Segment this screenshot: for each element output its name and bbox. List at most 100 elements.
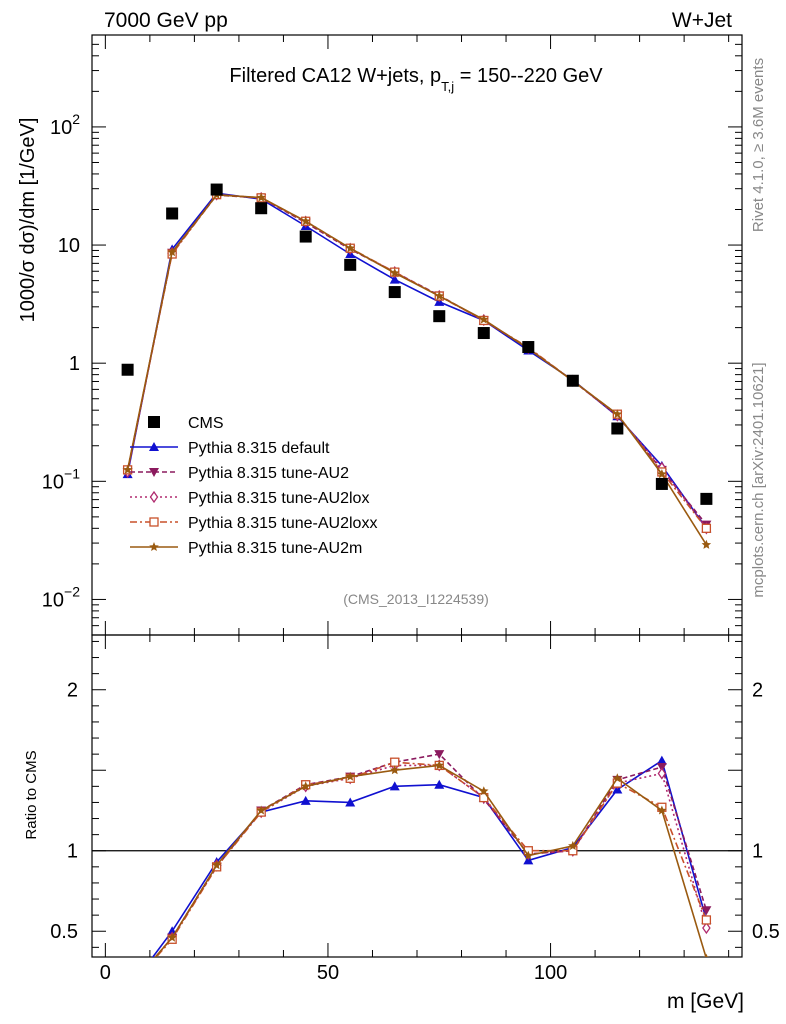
- y-tick-label: 10−2: [42, 583, 80, 611]
- ratio-line-3: [155, 761, 708, 957]
- data-point: [700, 492, 713, 505]
- series-4-point: [256, 192, 266, 202]
- header-right: W+Jet: [672, 9, 732, 32]
- data-point: [566, 374, 579, 387]
- main-series-group: [121, 183, 713, 549]
- ratio-tick-label-right: 1: [752, 841, 763, 863]
- legend-label-3: Pythia 8.315 tune-AU2loxx: [188, 515, 377, 532]
- series-line-2: [126, 193, 708, 529]
- y-tick-base: 10: [42, 589, 64, 611]
- y-tick-exp: −1: [64, 465, 80, 481]
- rivet-label: Rivet 4.1.0, ≥ 3.6M events: [750, 58, 767, 232]
- ratio-4-point: [568, 840, 578, 850]
- ratio-plot: 0 50 100 0.5 0.5 1 1 2 2: [50, 634, 780, 995]
- series-4-point: [167, 247, 177, 257]
- ratio-2-point: [702, 921, 711, 935]
- ratio-4-point: [123, 984, 132, 993]
- series-4-point: [345, 243, 355, 253]
- y-tick-exp: 2: [72, 111, 80, 127]
- analysis-id: (CMS_2013_I1224539): [343, 591, 489, 607]
- ratio-0-point: [300, 795, 311, 805]
- ratio-line-0: [151, 759, 708, 957]
- data-point: [255, 202, 268, 215]
- series-4-point: [701, 539, 712, 549]
- data-point: [433, 310, 446, 323]
- ratio-4-point: [434, 760, 444, 770]
- y-tick-exp: −2: [64, 583, 80, 599]
- ratio-4-point: [345, 771, 355, 781]
- mcplots-label: mcplots.cern.ch [arXiv:2401.10621]: [750, 362, 767, 597]
- ratio-tick-label-right: 2: [752, 680, 763, 702]
- ratio-3-point: [124, 985, 132, 993]
- data-point: [210, 183, 223, 196]
- ratio-0-point: [434, 779, 445, 789]
- x-tick-label: 0: [100, 962, 111, 984]
- plot-title-main: Filtered CA12 W+jets, p: [229, 65, 441, 87]
- ratio-2-point: [657, 767, 667, 780]
- ratio-4-point: [657, 805, 667, 815]
- legend-label-4: Pythia 8.315 tune-AU2m: [188, 540, 362, 557]
- ratio-4-point: [390, 765, 400, 775]
- plot-title-sub: T,j: [441, 79, 454, 94]
- data-point: [166, 207, 179, 220]
- ratio-4-point: [702, 953, 710, 957]
- ratio-0-point: [389, 781, 400, 791]
- ratio-line-1: [154, 753, 708, 957]
- ratio-tick-label: 1: [67, 841, 78, 863]
- ratio-0-point: [123, 986, 133, 995]
- header-left: 7000 GeV pp: [104, 9, 228, 32]
- y-tick-label: 10−1: [42, 465, 80, 493]
- ratio-1-point: [701, 906, 712, 916]
- data-point: [655, 477, 668, 490]
- x-tick-label: 50: [317, 962, 339, 984]
- ratio-tick-label: 0.5: [50, 921, 78, 943]
- data-point: [522, 341, 535, 354]
- ratio-4-point: [300, 781, 311, 791]
- legend-marker-3: [149, 517, 159, 527]
- series-4-point: [300, 216, 311, 226]
- y-tick-base: 10: [58, 235, 80, 257]
- legend-marker-data: [148, 416, 160, 428]
- ratio-line-4: [154, 764, 707, 957]
- legend: CMS Pythia 8.315 default Pythia 8.315 tune…: [130, 415, 377, 557]
- y-tick-label: 102: [50, 111, 80, 139]
- y-axis-label: 1000/σ dσ)/dm [1/GeV]: [17, 118, 39, 323]
- ratio-3-point: [390, 757, 400, 767]
- series-4-point: [479, 314, 489, 324]
- legend-marker-0: [149, 442, 159, 451]
- x-tick-label: 100: [534, 962, 567, 984]
- x-axis-label: m [GeV]: [667, 990, 744, 1013]
- y-tick-base: 10: [50, 117, 72, 139]
- legend-label-data: CMS: [188, 415, 224, 432]
- legend-marker-4: [149, 542, 159, 551]
- legend-label-0: Pythia 8.315 default: [188, 440, 330, 457]
- series-line-4: [126, 194, 708, 546]
- series-4-point: [434, 291, 444, 301]
- ratio-4-point: [523, 850, 534, 860]
- data-point: [388, 286, 401, 299]
- ratio-tick-label-right: 0.5: [752, 921, 780, 943]
- series-4-point: [390, 268, 400, 277]
- y-tick-label: 10: [58, 235, 80, 257]
- ratio-0-point: [345, 797, 356, 807]
- data-point: [477, 327, 490, 340]
- data-point: [611, 422, 624, 435]
- data-point: [344, 258, 357, 271]
- ratio-3-point: [701, 915, 712, 925]
- legend-label-1: Pythia 8.315 tune-AU2: [188, 465, 349, 482]
- ratio-4-point: [256, 805, 266, 815]
- series-3-point: [701, 523, 712, 533]
- ratio-2-point: [124, 984, 131, 994]
- series-4-point: [612, 409, 623, 419]
- data-point: [299, 230, 312, 243]
- plot-title-tail: = 150--220 GeV: [454, 65, 603, 87]
- ratio-tick-label: 2: [67, 680, 78, 702]
- legend-label-2: Pythia 8.315 tune-AU2lox: [188, 490, 369, 507]
- series-0-point: [389, 274, 400, 284]
- ratio-1-point: [123, 985, 133, 994]
- y-tick-label: 1: [69, 353, 80, 375]
- ratio-4-point: [479, 786, 489, 796]
- ratio-y-axis-label: Ratio to CMS: [23, 750, 40, 839]
- y-tick-base: 10: [42, 471, 64, 493]
